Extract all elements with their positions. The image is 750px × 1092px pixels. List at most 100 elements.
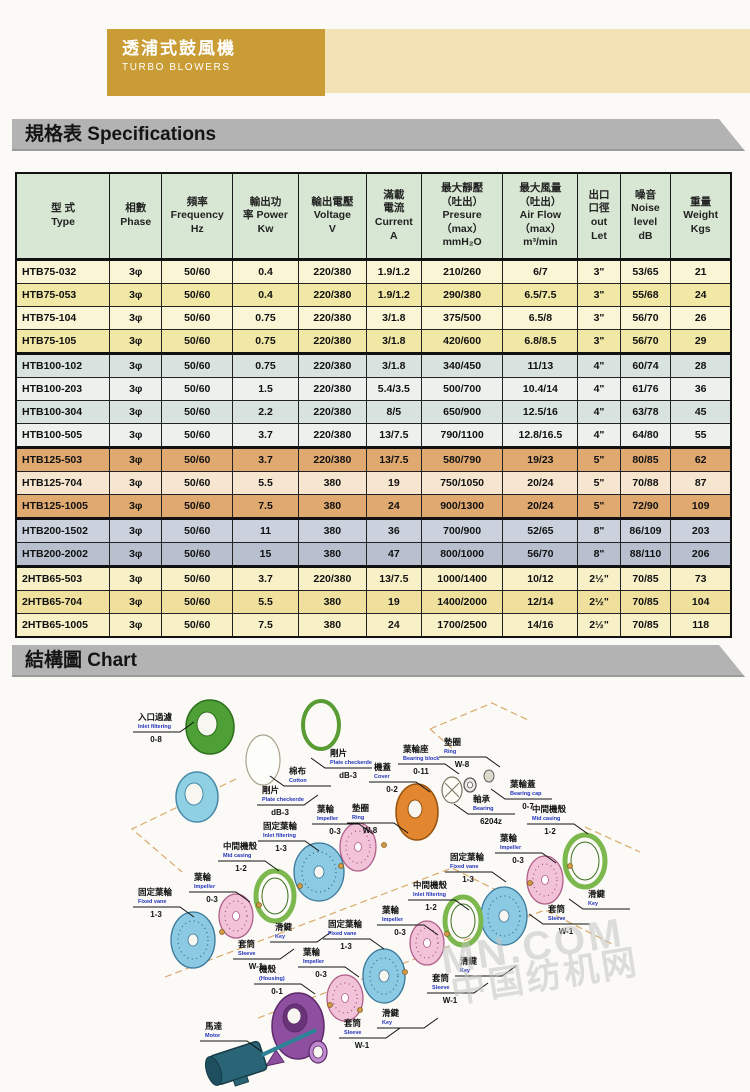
table-cell: 52/65	[502, 517, 579, 543]
part-label-zh: 中間機殼	[413, 880, 448, 890]
table-cell: 3.7	[232, 446, 299, 472]
cell-model: HTB100-203	[15, 377, 111, 401]
cell-model: HTB125-1005	[15, 494, 111, 519]
table-row: HTB100-203 3φ 50/60 1.5 220/380 5.4/3.5 500/70…	[15, 377, 732, 401]
specs-section-title: 規格表 Specifications	[12, 119, 745, 151]
part-label-num: W-8	[455, 760, 470, 769]
part-label-en: Bearing cap	[510, 791, 542, 797]
table-cell: 80/85	[619, 446, 672, 472]
table-cell: 220/380	[297, 446, 367, 472]
part-label-num: 0-2	[386, 785, 398, 794]
brand-box: 透浦式鼓風機 TURBO BLOWERS	[107, 29, 325, 96]
part-label-zh: 葉輪座	[402, 744, 429, 754]
column-header-line: 輸出功	[249, 195, 282, 208]
label-leader-line	[377, 1017, 439, 1029]
table-cell: 24	[365, 613, 422, 638]
part-label-zh: 滑鍵	[275, 922, 293, 932]
part-label-num: 1-3	[340, 942, 352, 951]
brand-title-zh: 透浦式鼓風機	[122, 39, 236, 58]
table-cell: 50/60	[161, 446, 234, 472]
part-label-zh: 固定葉輪	[450, 852, 485, 862]
table-cell: 3φ	[109, 377, 163, 401]
table-cell: 50/60	[161, 352, 234, 378]
table-cell: 203	[670, 517, 732, 543]
label-leader-line	[528, 913, 590, 925]
part-label-num: 0-3	[394, 928, 406, 937]
part-label-num: 0-1	[271, 987, 283, 996]
spec-table-body: HTB75-032 3φ 50/60 0.4 220/380 1.9/1.2 210/260…	[15, 258, 732, 638]
table-cell: 50/60	[161, 329, 234, 354]
label-leader-line	[269, 775, 331, 787]
table-cell: 86/109	[619, 517, 672, 543]
table-cell: 45	[670, 400, 732, 424]
part-label-en: Impeller	[194, 884, 216, 890]
table-cell: 118	[670, 613, 732, 638]
table-cell: 87	[670, 471, 732, 495]
part-label-en: Plate checkerde	[330, 760, 372, 766]
cell-model: HTB200-1502	[15, 517, 111, 543]
part-label-en: Sleeve	[238, 951, 255, 957]
part-label: 葉輪 Impeller 0-3	[312, 804, 374, 836]
table-cell: 14/16	[502, 613, 579, 638]
label-leader-line	[200, 1040, 262, 1052]
part-label-num: 0-7	[522, 802, 534, 811]
table-cell: 800/1000	[420, 542, 504, 567]
column-header: 噪音 Noise level dB	[619, 172, 672, 261]
table-row: HTB75-104 3φ 50/60 0.75 220/380 3/1.8 375/500 6…	[15, 306, 732, 330]
part-mid-casing-green-ring	[442, 894, 484, 948]
column-header-line: A	[390, 229, 398, 242]
column-header-line: Let	[591, 229, 607, 242]
table-cell: 3φ	[109, 306, 163, 330]
table-cell: 13/7.5	[365, 565, 422, 591]
guide-dashes	[130, 702, 641, 1019]
label-leader-line	[339, 1027, 401, 1039]
table-cell: 380	[297, 542, 367, 567]
sleeve-key-pins	[219, 842, 573, 1013]
part-label-zh: 套筒	[238, 939, 256, 949]
table-row: HTB75-053 3φ 50/60 0.4 220/380 1.9/1.2 290/380…	[15, 283, 732, 307]
label-leader-line	[133, 906, 195, 918]
table-cell: 220/380	[297, 565, 367, 591]
part-label-en: Inlet filtering	[138, 724, 171, 730]
header-row: 型 式 Type 相數 Phase 頻率 Frequency Hz 輸出功率 Power Kw 輸…	[15, 172, 732, 261]
column-header-line: 最大靜壓	[441, 181, 484, 194]
column-header-line: dB	[638, 229, 653, 242]
part-label: 中間機殼 Inlet filtering 1-2	[408, 880, 470, 912]
table-cell: 3φ	[109, 542, 163, 567]
part-label-num: 1-3	[462, 875, 474, 884]
table-row: HTB75-105 3φ 50/60 0.75 220/380 3/1.8 420/600 6…	[15, 329, 732, 354]
part-label: 滑鍵 Key	[455, 956, 517, 977]
table-cell: 6.5/7.5	[502, 283, 579, 307]
part-label-zh: 機殼	[259, 964, 277, 974]
part-label-zh: 中間機殼	[532, 804, 567, 814]
table-cell: 380	[297, 494, 367, 519]
part-label-zh: 套筒	[432, 973, 450, 983]
part-label-en: Motor	[205, 1033, 221, 1039]
table-cell: 3φ	[109, 517, 163, 543]
table-cell: 50/60	[161, 565, 234, 591]
table-row: 2HTB65-704 3φ 50/60 5.5 380 19 1400/2000 12/14 2…	[15, 590, 732, 614]
part-label: 中間機殼 Mid casing 1-2	[218, 841, 280, 873]
part-label-en: Impeller	[500, 845, 522, 851]
table-cell: 3"	[577, 283, 621, 307]
part-vane-blue-disc	[293, 842, 345, 902]
label-leader-line	[398, 763, 460, 775]
part-label-en: Key	[275, 934, 286, 940]
part-label: 滑鍵 Key	[270, 922, 332, 943]
table-cell: 20/24	[502, 494, 579, 519]
part-impeller-pink	[218, 893, 254, 939]
part-labels-layer: 入口過濾 Inlet filtering 0-8 棉布 Cotton 剛片 Plate ch…	[133, 712, 630, 1052]
brand-strip	[325, 29, 750, 93]
part-label-num: W-8	[363, 826, 378, 835]
table-cell: 3/1.8	[365, 352, 422, 378]
table-cell: 220/380	[297, 306, 367, 330]
part-label-zh: 套筒	[344, 1018, 362, 1028]
table-cell: 13/7.5	[365, 446, 422, 472]
column-header-line: 滿載	[383, 188, 405, 201]
part-label-zh: 墊圈	[444, 737, 461, 747]
table-cell: 62	[670, 446, 732, 472]
column-header-line: level	[633, 216, 658, 228]
table-cell: 70/85	[619, 590, 672, 614]
part-motor	[204, 1040, 268, 1087]
table-row: HTB125-503 3φ 50/60 3.7 220/380 13/7.5 580/790…	[15, 446, 732, 472]
